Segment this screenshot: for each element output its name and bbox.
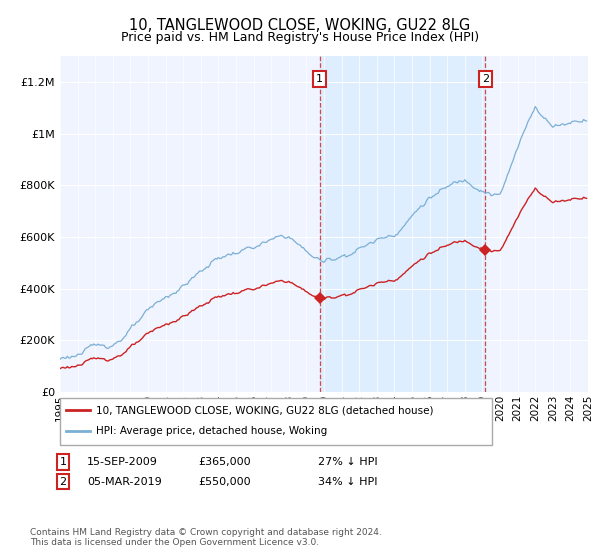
Text: 05-MAR-2019: 05-MAR-2019 bbox=[87, 477, 162, 487]
Text: 1: 1 bbox=[59, 457, 67, 467]
Text: 2: 2 bbox=[482, 74, 489, 84]
Text: 15-SEP-2009: 15-SEP-2009 bbox=[87, 457, 158, 467]
Text: £550,000: £550,000 bbox=[198, 477, 251, 487]
Text: £365,000: £365,000 bbox=[198, 457, 251, 467]
Text: 10, TANGLEWOOD CLOSE, WOKING, GU22 8LG: 10, TANGLEWOOD CLOSE, WOKING, GU22 8LG bbox=[130, 18, 470, 32]
Text: 1: 1 bbox=[316, 74, 323, 84]
Text: 34% ↓ HPI: 34% ↓ HPI bbox=[318, 477, 377, 487]
Text: 27% ↓ HPI: 27% ↓ HPI bbox=[318, 457, 377, 467]
Text: 10, TANGLEWOOD CLOSE, WOKING, GU22 8LG (detached house): 10, TANGLEWOOD CLOSE, WOKING, GU22 8LG (… bbox=[96, 405, 433, 416]
Text: 2: 2 bbox=[59, 477, 67, 487]
Text: HPI: Average price, detached house, Woking: HPI: Average price, detached house, Woki… bbox=[96, 426, 327, 436]
Bar bbox=[320, 56, 485, 392]
Text: Price paid vs. HM Land Registry's House Price Index (HPI): Price paid vs. HM Land Registry's House … bbox=[121, 31, 479, 44]
Text: Contains HM Land Registry data © Crown copyright and database right 2024.
This d: Contains HM Land Registry data © Crown c… bbox=[30, 528, 382, 547]
